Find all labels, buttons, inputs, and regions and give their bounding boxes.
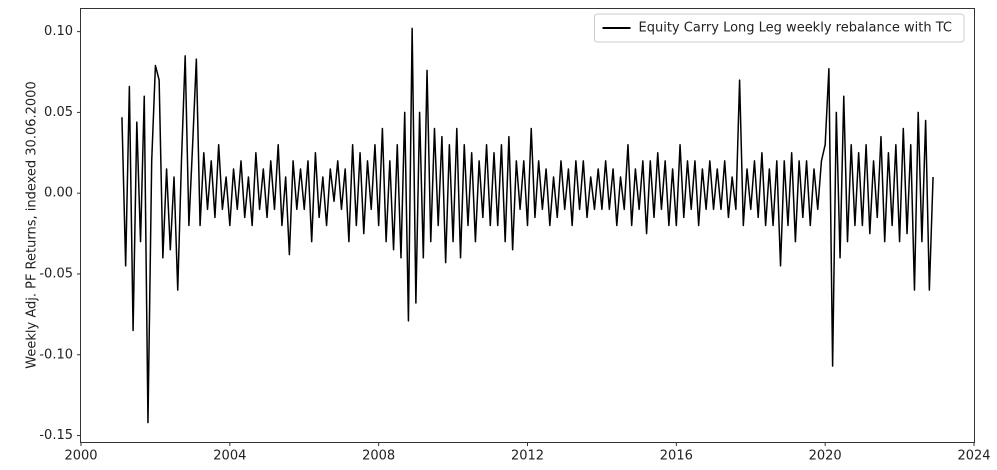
x-tick-label: 2020 (809, 449, 842, 464)
x-tick-label: 2008 (362, 449, 395, 464)
x-tick-label: 2024 (957, 449, 990, 464)
legend-box (594, 13, 965, 43)
x-tick-label: 2016 (660, 449, 693, 464)
y-tick-label: 0.05 (44, 105, 73, 120)
y-tick-label: 0.10 (44, 24, 73, 39)
y-tick-label: -0.10 (39, 347, 73, 362)
y-axis-label: Weekly Adj. PF Returns, indexed 30.06.20… (25, 81, 40, 368)
legend-label: Equity Carry Long Leg weekly rebalance w… (639, 21, 953, 36)
x-tick-label: 2012 (511, 449, 544, 464)
y-tick-label: -0.15 (39, 428, 73, 443)
y-tick-label: 0.00 (44, 186, 73, 201)
data-line (121, 27, 934, 424)
y-tick-label: -0.05 (39, 266, 73, 281)
x-tick-label: 2000 (64, 449, 97, 464)
x-tick-label: 2004 (213, 449, 246, 464)
